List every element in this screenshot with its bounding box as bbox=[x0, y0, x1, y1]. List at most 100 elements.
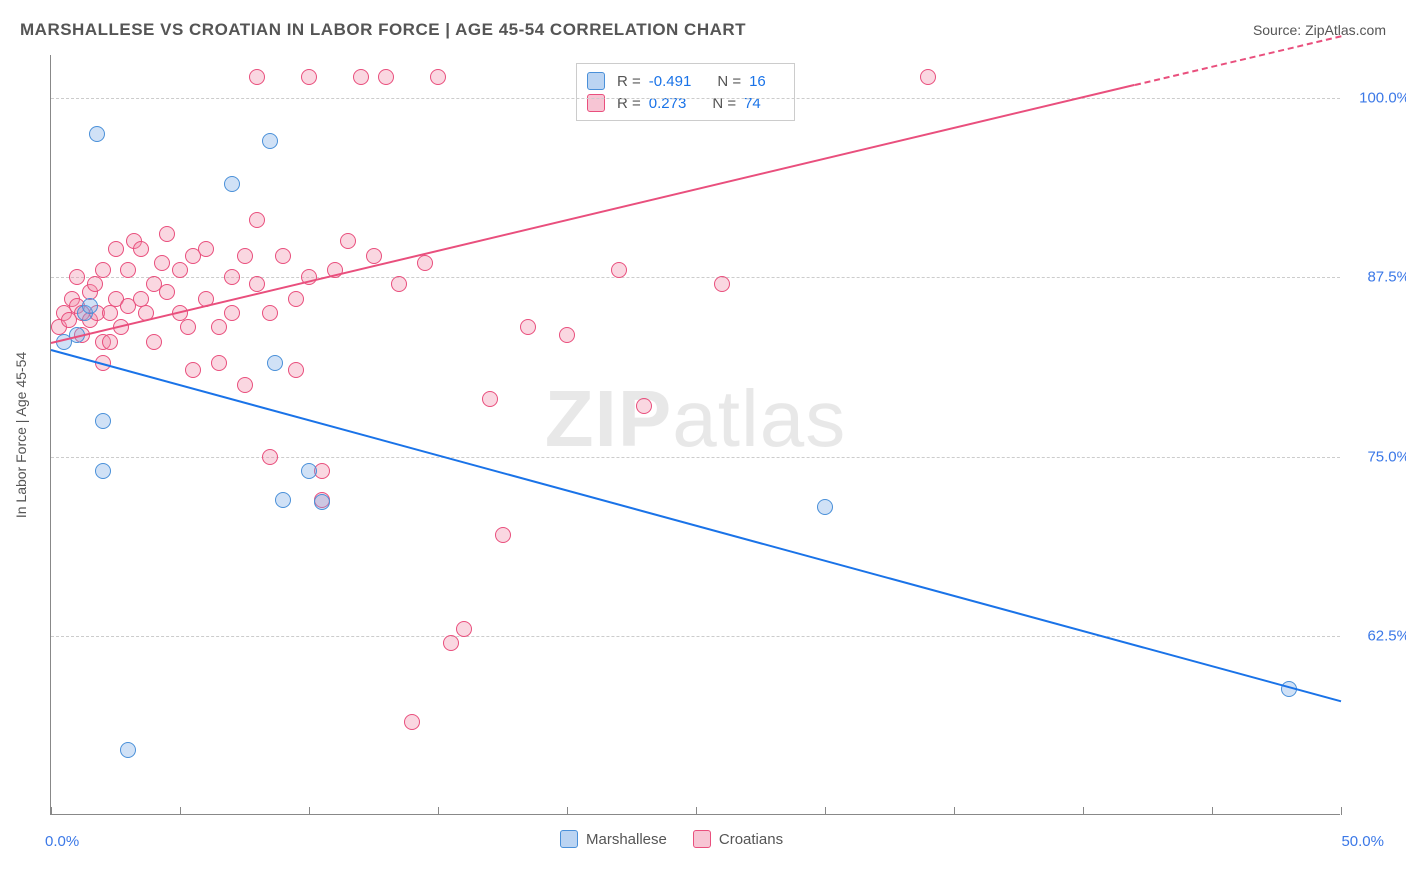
x-tick bbox=[696, 807, 697, 815]
x-tick bbox=[309, 807, 310, 815]
scatter-point-pink bbox=[417, 255, 433, 271]
corr-row-blue: R = -0.491 N = 16 bbox=[587, 70, 780, 92]
gridline bbox=[51, 98, 1340, 99]
r-value: -0.491 bbox=[649, 73, 692, 90]
swatch-blue-icon bbox=[587, 72, 605, 90]
scatter-point-pink bbox=[224, 269, 240, 285]
source-label: Source: ZipAtlas.com bbox=[1253, 22, 1386, 38]
swatch-blue-icon bbox=[560, 830, 578, 848]
n-value: 16 bbox=[749, 73, 766, 90]
scatter-point-pink bbox=[198, 241, 214, 257]
gridline bbox=[51, 457, 1340, 458]
scatter-point-blue bbox=[262, 133, 278, 149]
scatter-point-pink bbox=[146, 334, 162, 350]
y-tick-label: 87.5% bbox=[1350, 269, 1406, 286]
scatter-point-blue bbox=[95, 413, 111, 429]
y-axis-title: In Labor Force | Age 45-54 bbox=[13, 351, 29, 517]
scatter-point-pink bbox=[920, 69, 936, 85]
scatter-point-pink bbox=[249, 212, 265, 228]
y-tick-label: 62.5% bbox=[1350, 627, 1406, 644]
chart-title: MARSHALLESE VS CROATIAN IN LABOR FORCE |… bbox=[20, 20, 746, 40]
n-label: N = bbox=[717, 73, 741, 90]
x-tick bbox=[1083, 807, 1084, 815]
x-tick bbox=[1341, 807, 1342, 815]
scatter-point-blue bbox=[275, 492, 291, 508]
scatter-point-blue bbox=[224, 176, 240, 192]
x-tick bbox=[954, 807, 955, 815]
watermark: ZIPatlas bbox=[545, 373, 846, 465]
scatter-point-pink bbox=[262, 305, 278, 321]
corr-row-pink: R = 0.273 N = 74 bbox=[587, 92, 780, 114]
scatter-point-pink bbox=[224, 305, 240, 321]
scatter-point-blue bbox=[95, 463, 111, 479]
legend-label: Marshallese bbox=[586, 831, 667, 848]
scatter-point-blue bbox=[314, 494, 330, 510]
scatter-point-pink bbox=[378, 69, 394, 85]
x-axis-max-label: 50.0% bbox=[1341, 833, 1384, 850]
scatter-point-pink bbox=[185, 362, 201, 378]
scatter-point-pink bbox=[69, 269, 85, 285]
scatter-point-pink bbox=[87, 276, 103, 292]
scatter-point-pink bbox=[180, 319, 196, 335]
legend-item-blue: Marshallese bbox=[560, 830, 667, 848]
scatter-point-pink bbox=[108, 241, 124, 257]
scatter-point-pink bbox=[495, 527, 511, 543]
scatter-point-pink bbox=[102, 305, 118, 321]
series-legend: Marshallese Croatians bbox=[560, 830, 783, 848]
scatter-point-pink bbox=[288, 291, 304, 307]
scatter-point-pink bbox=[154, 255, 170, 271]
scatter-point-pink bbox=[120, 262, 136, 278]
scatter-point-pink bbox=[249, 276, 265, 292]
scatter-point-blue bbox=[120, 742, 136, 758]
trend-dash-pink bbox=[1134, 35, 1341, 86]
scatter-point-pink bbox=[301, 69, 317, 85]
x-tick bbox=[1212, 807, 1213, 815]
scatter-point-pink bbox=[262, 449, 278, 465]
plot-area: ZIPatlas In Labor Force | Age 45-54 R = … bbox=[50, 55, 1340, 815]
scatter-point-pink bbox=[443, 635, 459, 651]
scatter-point-pink bbox=[159, 226, 175, 242]
legend-item-pink: Croatians bbox=[693, 830, 783, 848]
y-tick-label: 75.0% bbox=[1350, 448, 1406, 465]
scatter-point-pink bbox=[430, 69, 446, 85]
scatter-point-pink bbox=[714, 276, 730, 292]
scatter-point-pink bbox=[340, 233, 356, 249]
scatter-point-pink bbox=[456, 621, 472, 637]
x-tick bbox=[51, 807, 52, 815]
scatter-point-pink bbox=[211, 355, 227, 371]
trend-line-pink bbox=[51, 84, 1135, 344]
scatter-point-pink bbox=[237, 377, 253, 393]
x-tick bbox=[567, 807, 568, 815]
scatter-point-blue bbox=[817, 499, 833, 515]
correlation-legend: R = -0.491 N = 16 R = 0.273 N = 74 bbox=[576, 63, 795, 121]
scatter-point-pink bbox=[611, 262, 627, 278]
scatter-point-pink bbox=[404, 714, 420, 730]
swatch-pink-icon bbox=[693, 830, 711, 848]
scatter-point-pink bbox=[288, 362, 304, 378]
scatter-point-blue bbox=[267, 355, 283, 371]
r-label: R = bbox=[617, 73, 641, 90]
scatter-point-pink bbox=[102, 334, 118, 350]
x-axis-min-label: 0.0% bbox=[45, 833, 79, 850]
x-tick bbox=[180, 807, 181, 815]
x-tick bbox=[438, 807, 439, 815]
scatter-point-pink bbox=[636, 398, 652, 414]
scatter-point-blue bbox=[89, 126, 105, 142]
scatter-point-blue bbox=[82, 298, 98, 314]
scatter-point-pink bbox=[95, 262, 111, 278]
scatter-point-pink bbox=[391, 276, 407, 292]
scatter-point-pink bbox=[237, 248, 253, 264]
scatter-point-pink bbox=[133, 241, 149, 257]
gridline bbox=[51, 636, 1340, 637]
scatter-point-pink bbox=[172, 262, 188, 278]
scatter-point-pink bbox=[353, 69, 369, 85]
scatter-point-blue bbox=[301, 463, 317, 479]
scatter-point-pink bbox=[482, 391, 498, 407]
scatter-point-pink bbox=[366, 248, 382, 264]
scatter-point-pink bbox=[211, 319, 227, 335]
trend-line-blue bbox=[51, 349, 1342, 702]
scatter-point-pink bbox=[275, 248, 291, 264]
scatter-point-pink bbox=[159, 284, 175, 300]
swatch-pink-icon bbox=[587, 94, 605, 112]
legend-label: Croatians bbox=[719, 831, 783, 848]
